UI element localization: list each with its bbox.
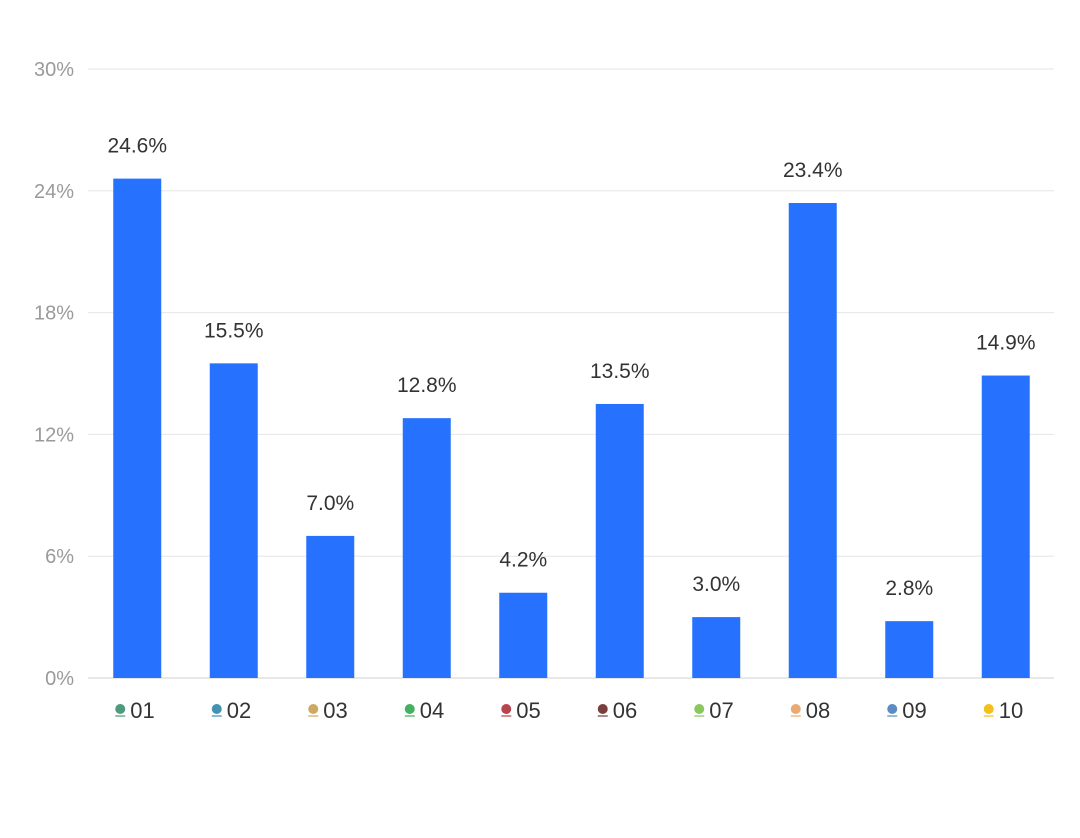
x-tick-label: 05	[516, 698, 540, 723]
bar-value-label: 3.0%	[692, 573, 740, 596]
logo-icon-01	[115, 704, 126, 717]
y-tick-label: 30%	[34, 59, 74, 81]
x-tick-label: 03	[323, 698, 347, 723]
bar	[595, 403, 644, 678]
bars	[113, 178, 1030, 679]
y-tick-label: 12%	[34, 424, 74, 446]
logo-icon-05	[501, 704, 512, 717]
bar-value-label: 2.8%	[885, 577, 933, 600]
x-tick-label: 08	[806, 698, 830, 723]
logo-icon-03	[308, 704, 319, 717]
bar-value-label: 13.5%	[590, 360, 650, 383]
bar	[692, 617, 741, 678]
bar	[306, 535, 355, 678]
x-tick-label: 04	[420, 698, 444, 723]
logo-icon-06	[597, 704, 608, 717]
x-tick-label: 01	[130, 698, 154, 723]
logo-icon-09	[887, 704, 898, 717]
y-tick-label: 18%	[34, 303, 74, 325]
value-labels: 24.6% 15.5% 7.0% 12.8% 4.2% 13.5% 3.0% 23.4% 2.8…	[107, 135, 1035, 601]
bar-value-label: 4.2%	[499, 549, 547, 572]
logo-icon-04	[404, 704, 415, 717]
bar-value-label: 12.8%	[397, 374, 457, 397]
bar	[788, 202, 837, 679]
y-tick-label: 24%	[34, 181, 74, 203]
logo-icon-08	[790, 704, 801, 717]
x-tick-label: 06	[613, 698, 637, 723]
logo-icon-10	[983, 704, 994, 717]
x-tick-label: 09	[902, 698, 926, 723]
x-tick-label: 02	[227, 698, 251, 723]
logo-icon-02	[211, 704, 222, 717]
bar-value-label: 24.6%	[107, 135, 167, 158]
y-axis-ticks: 0% 6% 12% 18% 24% 30%	[34, 59, 74, 690]
x-tick-label: 10	[999, 698, 1023, 723]
bar	[499, 592, 548, 678]
bar	[981, 375, 1030, 678]
bar-value-label: 23.4%	[783, 159, 843, 182]
bar	[113, 178, 162, 678]
bar	[402, 418, 451, 678]
bar	[885, 621, 934, 678]
x-axis: 01 02 03 04 05 06 07 08 09 10	[115, 698, 1023, 723]
y-tick-label: 0%	[45, 668, 74, 690]
x-tick-label: 07	[709, 698, 733, 723]
bar-value-label: 15.5%	[204, 319, 264, 342]
bar-value-label: 14.9%	[976, 332, 1036, 355]
y-tick-label: 6%	[45, 546, 74, 568]
bar-value-label: 7.0%	[306, 492, 354, 515]
bar	[209, 363, 258, 678]
logo-icon-07	[694, 704, 705, 717]
